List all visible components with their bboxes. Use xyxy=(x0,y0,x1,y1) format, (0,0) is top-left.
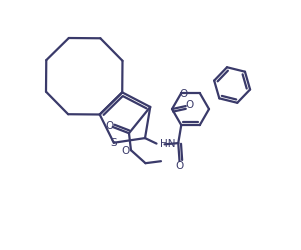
Text: O: O xyxy=(186,100,194,110)
Text: S: S xyxy=(110,138,117,148)
Text: O: O xyxy=(121,146,130,156)
Text: O: O xyxy=(105,121,113,131)
Text: HN: HN xyxy=(160,139,175,149)
Text: O: O xyxy=(180,89,188,99)
Text: O: O xyxy=(175,160,184,170)
